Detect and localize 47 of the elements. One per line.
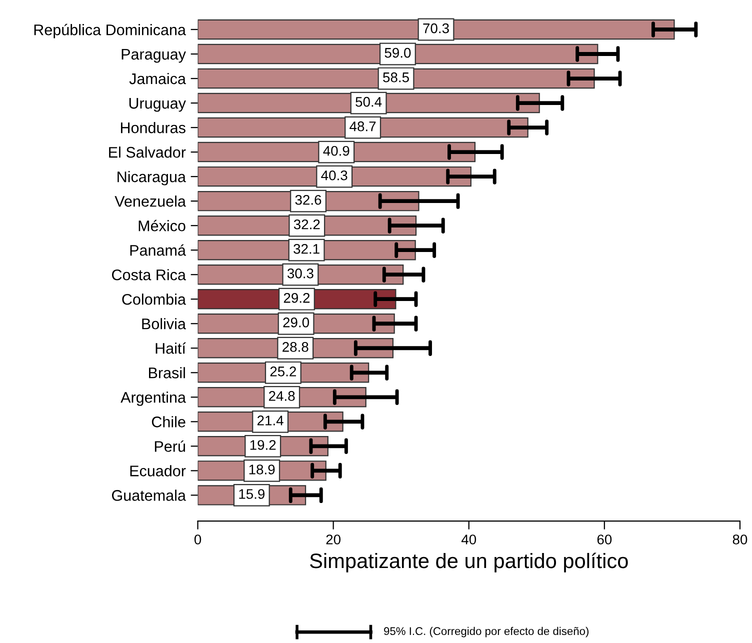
y-tick-label: Venezuela <box>114 196 186 207</box>
data-label: 28.8 <box>282 342 308 352</box>
y-tick-label: Honduras <box>120 122 186 134</box>
data-label: 40.9 <box>323 146 350 156</box>
y-tick-label: Colombia <box>122 294 186 305</box>
y-tick-label: Panamá <box>130 244 186 256</box>
x-tick-label: 60 <box>597 534 612 544</box>
data-label: 25.2 <box>270 366 296 376</box>
y-tick-label: Uruguay <box>129 98 186 112</box>
y-tick-label: Jamaica <box>129 72 186 84</box>
data-label: 32.6 <box>295 194 322 205</box>
y-tick-label: El Salvador <box>109 146 186 158</box>
data-label: 30.3 <box>287 268 314 278</box>
data-label: 21.4 <box>257 416 284 426</box>
data-label: 32.2 <box>294 219 320 230</box>
x-tick-label: 40 <box>461 534 476 544</box>
y-tick-label: Bolivia <box>142 318 186 330</box>
y-tick-label: México <box>138 220 186 232</box>
y-tick-label: Costa Rica <box>112 269 186 280</box>
data-label: 29.0 <box>283 318 310 328</box>
data-label: 40.3 <box>321 170 348 180</box>
y-tick-label: Paraguay <box>122 49 186 63</box>
y-tick-label: Guatemala <box>112 490 186 501</box>
text: 95% I.C. (Corregido por efecto de diseño) <box>384 626 588 638</box>
x-tick-label: 80 <box>732 534 748 544</box>
y-tick-label: Argentina <box>120 392 186 406</box>
data-label: 58.5 <box>383 72 409 82</box>
data-label: 59.0 <box>384 48 411 58</box>
data-label: 18.9 <box>249 464 275 474</box>
y-tick-label: Brasil <box>149 367 185 378</box>
data-label: 19.2 <box>250 440 276 450</box>
data-label: 24.8 <box>269 391 295 401</box>
y-tick-label: Haití <box>156 342 186 354</box>
y-tick-label: Ecuador <box>130 465 186 476</box>
data-label: 32.1 <box>294 244 320 254</box>
data-label: 15.9 <box>239 489 265 499</box>
x-tick-label: 20 <box>326 534 341 544</box>
x-axis-title: Simpatizante de un partido político <box>310 552 628 572</box>
y-tick-label: Chile <box>152 416 186 428</box>
data-label: 48.7 <box>350 121 376 132</box>
x-tick-label: 0 <box>194 534 202 544</box>
data-label: 50.4 <box>356 96 382 107</box>
y-tick-label: República Dominicana <box>34 24 186 38</box>
y-tick-label: Perú <box>154 440 185 452</box>
data-label: 29.2 <box>284 293 310 303</box>
data-label: 70.3 <box>423 23 449 34</box>
y-tick-label: Nicaragua <box>118 171 186 186</box>
